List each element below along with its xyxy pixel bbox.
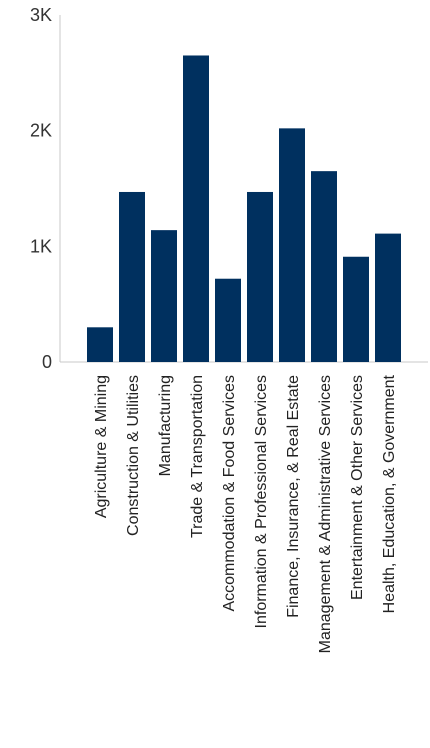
bars <box>87 55 401 362</box>
bar <box>279 128 305 362</box>
category-label: Construction & Utilities <box>125 375 142 536</box>
category-label: Information & Professional Services <box>253 375 270 628</box>
y-tick-label: 1K <box>30 236 52 256</box>
bar <box>151 230 177 362</box>
y-tick-labels: 0 1K 2K 3K <box>30 5 52 372</box>
y-tick-label: 3K <box>30 5 52 25</box>
category-label: Entertainment & Other Services <box>349 375 366 600</box>
category-label: Trade & Transportation <box>189 375 206 538</box>
category-label: Agriculture & Mining <box>93 375 110 518</box>
bar <box>87 327 113 362</box>
category-label: Finance, Insurance, & Real Estate <box>285 375 302 618</box>
bar <box>119 191 145 362</box>
category-labels: Agriculture & Mining Construction & Utili… <box>93 374 398 653</box>
category-label: Management & Administrative Services <box>317 375 334 653</box>
category-label: Accommodation & Food Services <box>221 375 238 612</box>
category-label: Manufacturing <box>157 375 174 476</box>
category-label: Health, Education, & Government <box>381 374 398 613</box>
bar <box>183 55 209 362</box>
y-tick-label: 2K <box>30 121 52 141</box>
bar <box>215 278 241 362</box>
bar <box>375 233 401 362</box>
bar <box>311 171 337 362</box>
bar <box>343 256 369 362</box>
y-tick-label: 0 <box>42 352 52 372</box>
bar <box>247 191 273 362</box>
